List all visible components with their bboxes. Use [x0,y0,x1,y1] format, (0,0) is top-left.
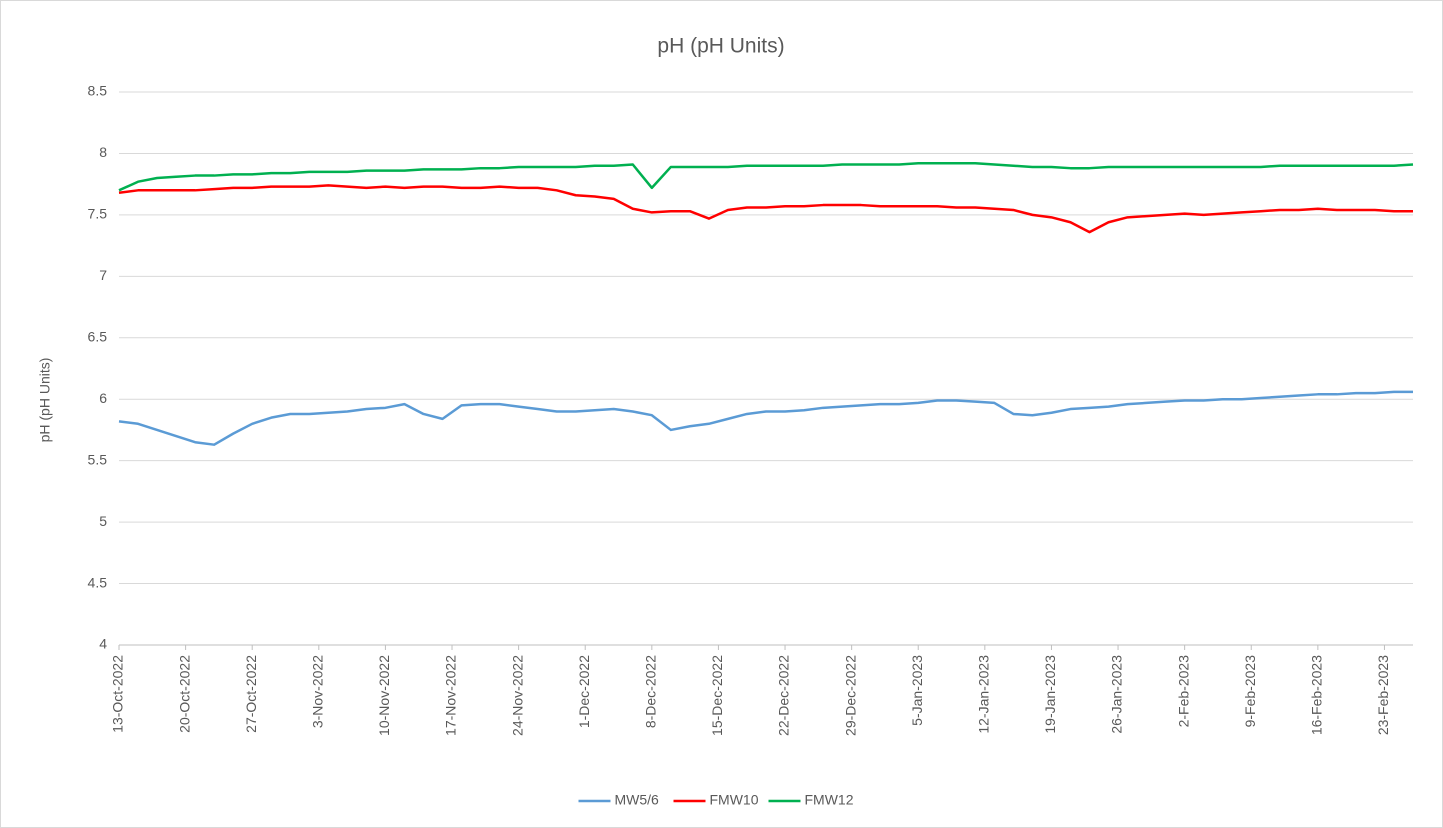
x-tick-label: 19-Jan-2023 [1042,655,1058,734]
legend-label: MW5/6 [615,792,660,808]
series-line [118,184,1413,234]
x-tick-label: 15-Dec-2022 [709,655,725,736]
legend-label: FMW12 [805,792,854,808]
series-line [118,390,1413,446]
y-tick-label: 6.5 [88,328,108,344]
x-tick-label: 23-Feb-2023 [1375,655,1391,735]
x-tick-label: 9-Feb-2023 [1242,655,1258,728]
x-tick-label: 8-Dec-2022 [643,655,659,728]
x-tick-label: 1-Dec-2022 [576,655,592,728]
x-tick-label: 10-Nov-2022 [376,655,392,736]
x-tick-label: 13-Oct-2022 [110,655,126,733]
x-tick-label: 12-Jan-2023 [976,655,992,734]
x-tick-label: 26-Jan-2023 [1109,655,1125,734]
y-tick-label: 8.5 [88,83,108,99]
y-tick-label: 7.5 [88,206,108,222]
y-tick-label: 8 [99,144,107,160]
x-tick-label: 16-Feb-2023 [1309,655,1325,735]
y-tick-label: 6 [99,390,107,406]
y-axis-title: pH (pH Units) [37,358,53,443]
x-tick-label: 17-Nov-2022 [443,655,459,736]
x-tick-label: 22-Dec-2022 [776,655,792,736]
x-tick-label: 24-Nov-2022 [509,655,525,736]
x-tick-label: 20-Oct-2022 [176,655,192,733]
x-tick-label: 29-Dec-2022 [842,655,858,736]
x-tick-label: 5-Jan-2023 [909,655,925,726]
y-tick-label: 5 [99,513,107,529]
x-tick-label: 2-Feb-2023 [1175,655,1191,728]
y-tick-label: 7 [99,267,107,283]
legend-label: FMW10 [710,792,759,808]
series-line [118,162,1414,192]
y-tick-label: 4.5 [88,574,108,590]
x-tick-label: 27-Oct-2022 [243,655,259,733]
chart-title: pH (pH Units) [657,35,784,58]
y-tick-label: 4 [99,636,107,652]
y-tick-label: 5.5 [88,451,108,467]
x-tick-label: 3-Nov-2022 [310,655,326,728]
